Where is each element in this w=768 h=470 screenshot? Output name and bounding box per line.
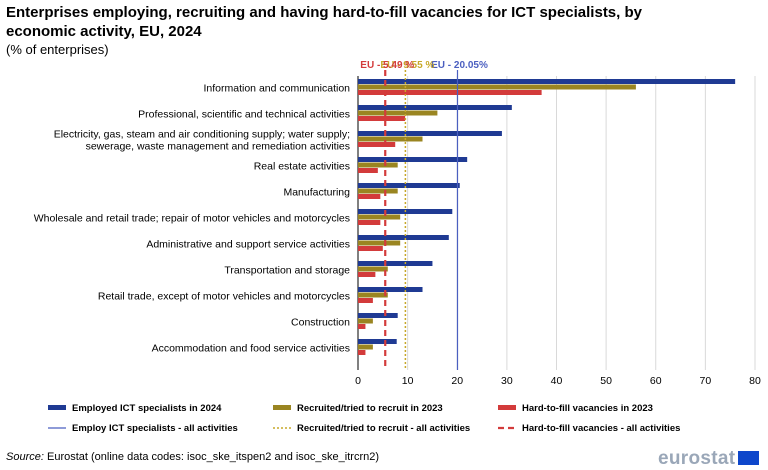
bar-recruited — [358, 266, 388, 272]
source-text: Eurostat (online data codes: isoc_ske_it… — [46, 451, 380, 463]
bar-hard-to-fill — [358, 168, 378, 173]
bar-recruited — [358, 188, 398, 194]
category-label: Real estate activities — [254, 160, 350, 172]
bar-employed — [358, 79, 736, 84]
bar-recruited — [358, 292, 388, 298]
bar-employed — [358, 339, 397, 344]
logo-text: eurostat — [658, 448, 736, 469]
bar-employed — [358, 313, 398, 318]
category-label: Wholesale and retail trade; repair of mo… — [34, 212, 350, 224]
legend: Employed ICT specialists in 2024 Recruite… — [48, 403, 680, 434]
category-label: Accommodation and food service activitie… — [152, 342, 350, 354]
bar-hard-to-fill — [358, 194, 381, 199]
ref-line-hard-to-fill-label: EU - 5.49 % — [360, 60, 414, 71]
eu-flag-icon — [738, 451, 759, 465]
bar-employed — [358, 235, 449, 240]
legend-label: Hard-to-fill vacancies - all activities — [522, 423, 680, 434]
x-tick-label: 10 — [402, 375, 414, 387]
category-label: Administrative and support service activ… — [146, 238, 350, 250]
bar-recruited — [358, 240, 401, 246]
x-axis-ticks: 0 10 20 30 40 50 60 70 80 — [355, 375, 761, 387]
category-label: Retail trade, except of motor vehicles a… — [98, 290, 350, 302]
x-tick-label: 20 — [451, 375, 463, 387]
bar-recruited — [358, 110, 438, 116]
ref-line-employ-label: EU - 20.05% — [431, 60, 488, 71]
bar-recruited — [358, 214, 401, 220]
source-label: Source: — [6, 451, 44, 463]
grid-lines — [357, 76, 756, 370]
x-tick-label: 0 — [355, 375, 361, 387]
legend-swatch — [48, 405, 66, 410]
bar-hard-to-fill — [358, 298, 373, 303]
legend-label: Recruited/tried to recruit in 2023 — [297, 403, 443, 414]
bar-hard-to-fill — [358, 142, 396, 147]
bar-recruited — [358, 84, 636, 90]
legend-label: Recruited/tried to recruit - all activit… — [297, 423, 470, 434]
x-tick-label: 70 — [700, 375, 712, 387]
x-tick-label: 60 — [650, 375, 662, 387]
bar-hard-to-fill — [358, 272, 376, 277]
x-tick-label: 50 — [600, 375, 612, 387]
ref-line-recruit-label: EU - 9.55 % — [380, 60, 434, 71]
bar-employed — [358, 183, 460, 188]
category-label: Electricity, gas, steam and air conditio… — [54, 128, 350, 152]
bar-hard-to-fill — [358, 220, 381, 225]
chart-canvas: EU - 20.05%EU - 9.55 %EU - 5.49 % Inform… — [34, 60, 761, 434]
bar-employed — [358, 287, 423, 292]
category-label: Information and communication — [204, 82, 351, 94]
bar-hard-to-fill — [358, 324, 366, 329]
bar-hard-to-fill — [358, 246, 383, 251]
category-label: Construction — [291, 316, 350, 328]
bar-hard-to-fill — [358, 116, 406, 121]
chart-subtitle: (% of enterprises) — [6, 42, 109, 57]
legend-swatch — [498, 405, 516, 410]
x-tick-label: 40 — [551, 375, 563, 387]
bar-employed — [358, 157, 468, 162]
x-tick-label: 80 — [749, 375, 761, 387]
bars — [358, 79, 736, 355]
category-label: Manufacturing — [283, 186, 350, 198]
x-tick-label: 30 — [501, 375, 513, 387]
bar-recruited — [358, 136, 423, 142]
bar-recruited — [358, 318, 373, 324]
bar-employed — [358, 131, 502, 136]
bar-hard-to-fill — [358, 350, 366, 355]
chart-title: Enterprises employing, recruiting and ha… — [6, 4, 642, 40]
source-note: Source: Eurostat (online data codes: iso… — [6, 451, 379, 463]
bar-employed — [358, 261, 433, 266]
bar-recruited — [358, 162, 398, 168]
category-label: Transportation and storage — [224, 264, 350, 276]
legend-label: Employed ICT specialists in 2024 — [72, 403, 222, 414]
legend-label: Employ ICT specialists - all activities — [72, 423, 238, 434]
bar-hard-to-fill — [358, 90, 542, 95]
reference-lines: EU - 20.05%EU - 9.55 %EU - 5.49 % — [360, 60, 488, 370]
category-labels: Information and communication Professiona… — [34, 82, 350, 354]
bar-recruited — [358, 344, 373, 350]
category-label: Professional, scientific and technical a… — [138, 108, 350, 120]
legend-swatch — [273, 405, 291, 410]
bar-employed — [358, 105, 512, 110]
legend-label: Hard-to-fill vacancies in 2023 — [522, 403, 653, 414]
